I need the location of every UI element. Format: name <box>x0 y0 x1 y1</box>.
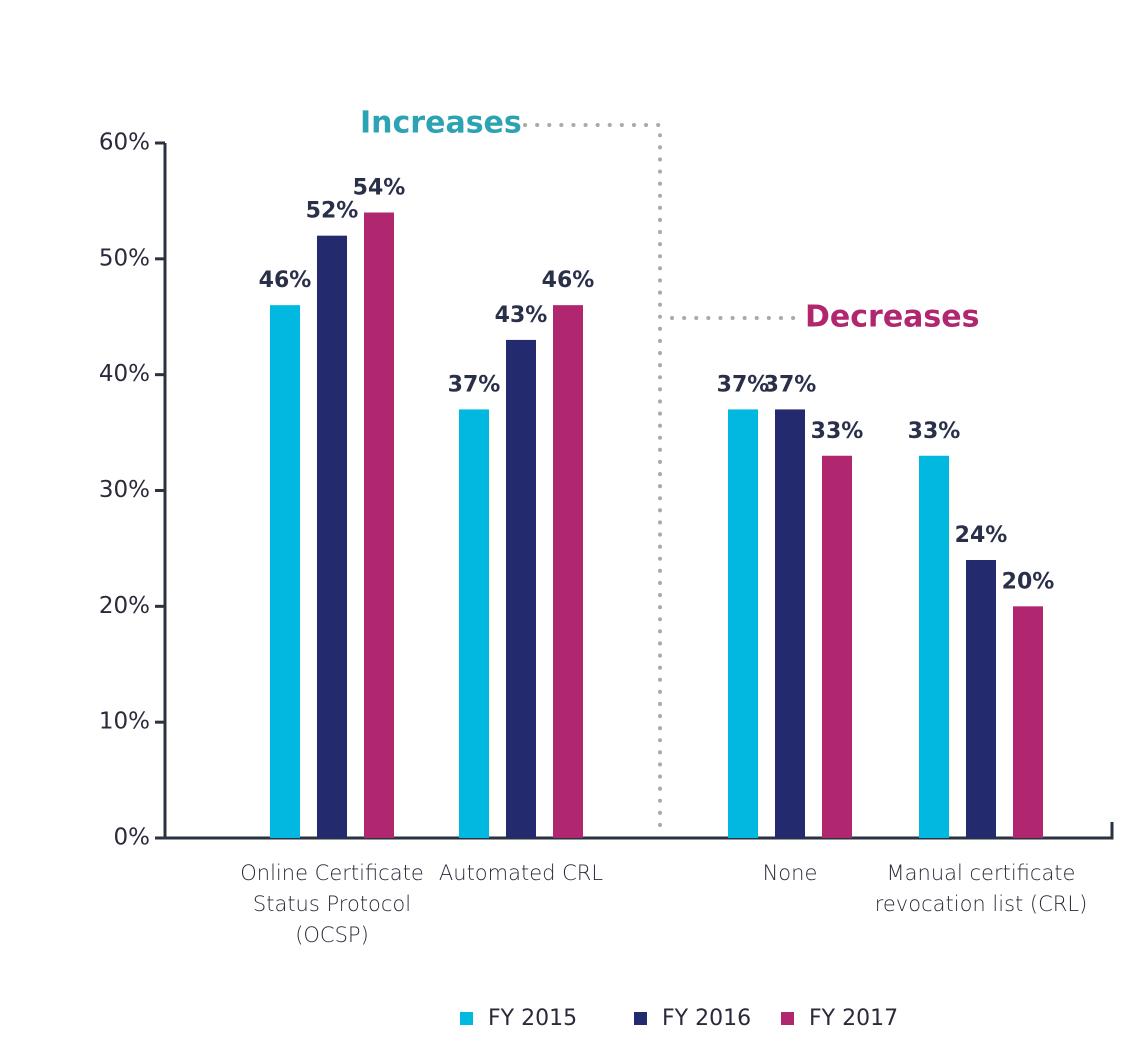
x-tick-label: Online Certificate Status Protocol (OCSP… <box>240 861 424 947</box>
data-label: 54% <box>353 176 406 201</box>
bar <box>919 455 949 838</box>
y-tick-label: 60% <box>99 130 150 156</box>
x-tick-label: Manual certificate revocation list (CRL) <box>874 861 1088 916</box>
y-tick-label: 10% <box>99 709 150 735</box>
data-label: 33% <box>811 419 864 444</box>
bar <box>270 305 300 839</box>
bar <box>459 409 489 838</box>
legend-label: FY 2015 <box>488 1006 577 1031</box>
legend-label: FY 2016 <box>662 1006 751 1031</box>
data-label: 20% <box>1002 569 1055 594</box>
bar <box>728 409 758 838</box>
bar <box>364 212 394 838</box>
data-label: 37% <box>764 372 817 397</box>
data-label: 33% <box>908 419 961 444</box>
data-label: 46% <box>542 268 595 293</box>
y-tick-label: 50% <box>99 245 150 271</box>
y-tick-label: 0% <box>114 825 151 851</box>
legend-swatch <box>460 1012 473 1025</box>
legend-swatch <box>781 1012 794 1025</box>
bar <box>966 560 996 838</box>
y-tick-label: 40% <box>99 361 150 387</box>
divider <box>523 123 797 827</box>
x-tick-label: None <box>762 861 818 885</box>
x-tick-label: Automated CRL <box>438 861 604 885</box>
data-label: 46% <box>259 268 312 293</box>
bar <box>1013 606 1043 838</box>
data-label: 37% <box>448 372 501 397</box>
y-tick-label: 20% <box>99 593 150 619</box>
bar <box>822 455 852 838</box>
bar <box>553 305 583 839</box>
data-label: 37% <box>717 372 770 397</box>
data-label: 24% <box>955 523 1008 548</box>
data-label: 52% <box>306 199 359 224</box>
bar <box>506 339 536 838</box>
annotation: Increases <box>360 106 522 141</box>
data-label: 43% <box>495 303 548 328</box>
bar <box>317 235 347 838</box>
annotation: Decreases <box>805 300 979 335</box>
y-tick-label: 30% <box>99 477 150 503</box>
bar <box>775 409 805 838</box>
legend-label: FY 2017 <box>809 1006 898 1031</box>
legend-swatch <box>634 1012 647 1025</box>
